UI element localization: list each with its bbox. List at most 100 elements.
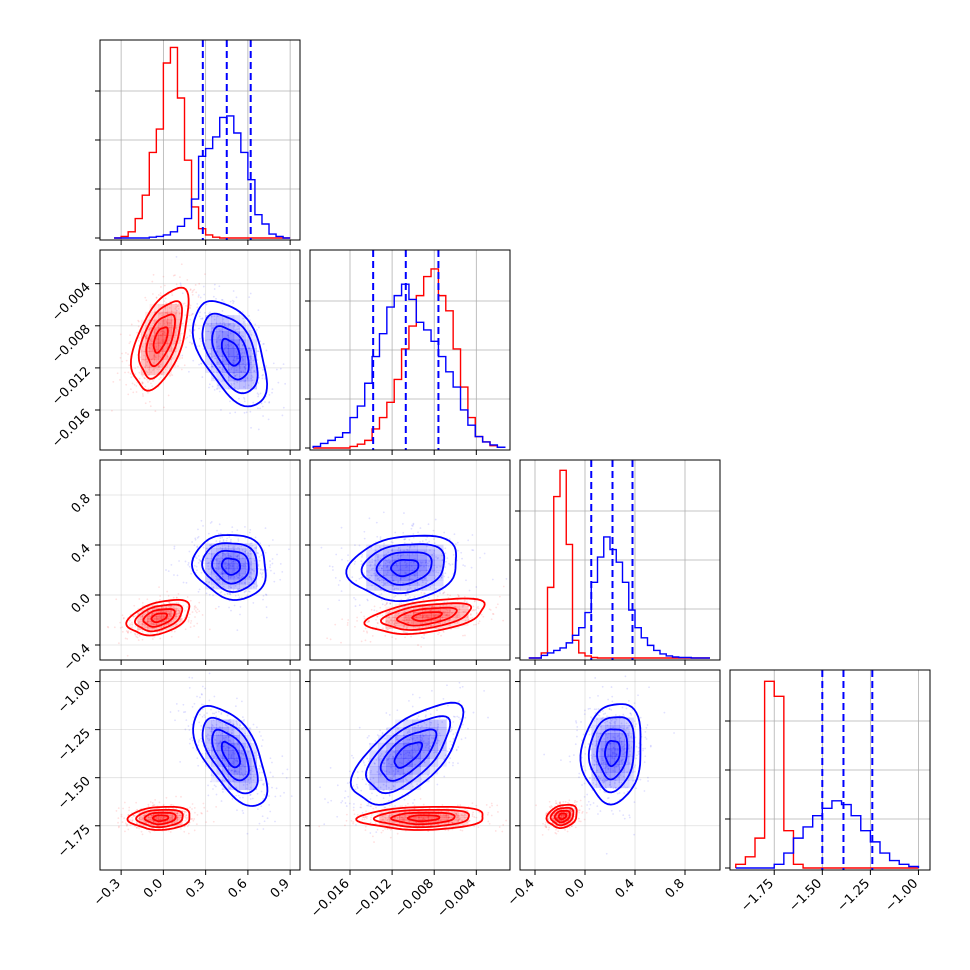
density-cell (143, 813, 149, 816)
sample-point (169, 831, 172, 833)
sample-point (147, 617, 150, 620)
sample-point (218, 578, 221, 581)
sample-point (433, 605, 436, 608)
sample-point (473, 825, 476, 828)
sample-point (229, 718, 232, 721)
sample-point (117, 807, 120, 810)
sample-point (281, 772, 284, 775)
sample-point (337, 584, 340, 586)
sample-point (199, 713, 201, 716)
sample-point (140, 618, 142, 621)
sample-point (204, 339, 207, 342)
sample-point (380, 567, 383, 569)
density-cell (205, 356, 212, 365)
density-cell (216, 331, 223, 341)
sample-point (412, 533, 415, 535)
sample-point (422, 598, 425, 601)
sample-point (219, 532, 222, 535)
sample-point (160, 622, 163, 625)
sample-point (172, 815, 174, 818)
sample-point (172, 810, 175, 813)
sample-point (207, 747, 210, 750)
sample-point (424, 592, 426, 595)
contour-line (360, 543, 446, 595)
sample-point (219, 537, 222, 539)
sample-point (399, 578, 402, 581)
sample-point (387, 558, 390, 561)
density-cell (145, 367, 150, 376)
contour-line (220, 740, 242, 769)
sample-point (245, 590, 248, 592)
sample-point (441, 804, 444, 806)
sample-point (384, 827, 387, 830)
sample-point (131, 819, 134, 822)
sample-point (152, 380, 154, 382)
density-cell (245, 573, 252, 580)
sample-point (382, 797, 385, 800)
density-cell (205, 558, 212, 565)
sample-point (255, 545, 258, 548)
sample-point (290, 795, 293, 798)
sample-point (334, 623, 337, 626)
sample-point (183, 364, 186, 367)
density-cell (403, 614, 414, 618)
sample-point (376, 734, 379, 736)
sample-point (215, 341, 218, 344)
sample-point (328, 565, 331, 568)
sample-point (485, 804, 488, 806)
sample-point (197, 744, 199, 747)
sample-point (249, 356, 252, 359)
density-cell (149, 319, 155, 328)
sample-point (366, 599, 369, 602)
sample-point (141, 622, 143, 625)
sample-point (210, 774, 213, 777)
sample-point (451, 611, 453, 614)
sample-point (216, 345, 219, 348)
density-cell (167, 822, 173, 825)
sample-point (170, 817, 173, 819)
sample-point (272, 775, 274, 778)
density-cell (251, 563, 258, 570)
sample-point (139, 616, 142, 619)
sample-point (261, 405, 264, 408)
sample-point (123, 801, 126, 804)
sample-point (433, 538, 435, 541)
sample-point (361, 576, 364, 579)
sample-point (209, 544, 211, 547)
density-cell (222, 380, 229, 390)
sample-point (197, 535, 200, 538)
sample-point (386, 819, 389, 822)
sample-point (389, 602, 392, 605)
sample-point (205, 592, 208, 595)
density-cell (149, 343, 155, 352)
sample-point (168, 321, 171, 324)
sample-point (241, 773, 244, 776)
density-cell (449, 614, 460, 618)
sample-point (410, 604, 413, 607)
sample-point (239, 756, 242, 759)
sample-point (408, 538, 411, 541)
sample-point (265, 616, 268, 619)
sample-point (459, 829, 462, 831)
sample-point (230, 586, 232, 589)
sample-point (210, 708, 212, 711)
sample-point (221, 572, 223, 575)
density-cell (158, 818, 164, 822)
sample-point (431, 605, 434, 608)
sample-point (377, 553, 379, 556)
sample-point (462, 564, 465, 567)
sample-point (180, 816, 182, 819)
sample-point (243, 400, 246, 403)
sample-point (230, 382, 233, 385)
density-cell (228, 719, 235, 728)
sample-point (471, 534, 474, 536)
density-cell (233, 719, 240, 728)
sample-point (171, 324, 174, 327)
sample-point (212, 820, 215, 823)
sample-point (370, 574, 373, 577)
sample-point (135, 822, 138, 825)
sample-point (395, 738, 398, 741)
sample-point (382, 819, 385, 822)
sample-point (348, 770, 351, 773)
sample-point (388, 569, 391, 571)
